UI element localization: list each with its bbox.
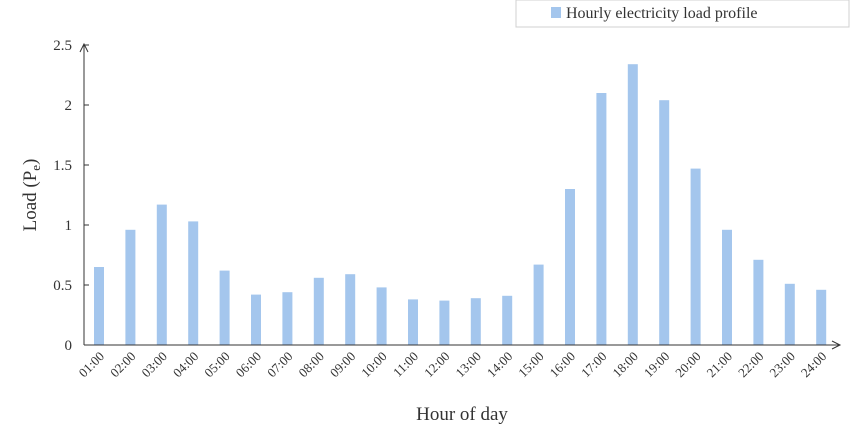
x-tick-label: 14:00 (484, 349, 516, 381)
x-tick-label: 09:00 (327, 349, 359, 381)
bar-16:00 (565, 189, 575, 345)
x-tick-label: 07:00 (264, 349, 296, 381)
bar-02:00 (125, 229, 136, 345)
x-tick-label: 11:00 (390, 349, 421, 380)
x-tick-label: 19:00 (641, 349, 673, 381)
bar-01:00 (94, 267, 104, 345)
x-tick-label: 17:00 (578, 349, 610, 381)
x-tick-label: 03:00 (138, 349, 170, 381)
bar-08:00 (313, 277, 324, 345)
x-tick-label: 02:00 (107, 349, 139, 381)
x-tick-label: 24:00 (798, 349, 830, 381)
x-tick-label: 13:00 (452, 349, 484, 381)
legend-swatch (551, 7, 561, 18)
y-axis-label: Load (Pe) (20, 159, 43, 232)
bar-17:00 (596, 93, 607, 345)
bar-09:00 (345, 274, 356, 345)
y-tick-label: 2 (65, 98, 73, 114)
x-tick-label: 08:00 (295, 349, 327, 381)
legend-box (515, 0, 850, 28)
bar-22:00 (753, 259, 764, 345)
legend: Hourly electricity load profile (515, 0, 850, 28)
bar-24:00 (816, 289, 827, 345)
bar-05:00 (219, 270, 230, 345)
bar-19:00 (659, 100, 670, 345)
legend-label: Hourly electricity load profile (566, 5, 757, 22)
x-axis-arrow (831, 340, 842, 350)
bar-11:00 (408, 299, 418, 345)
x-tick-label: 23:00 (766, 349, 798, 381)
bar-18:00 (627, 64, 638, 345)
x-tick-label: 05:00 (201, 349, 233, 381)
x-tick-label: 06:00 (233, 349, 265, 381)
x-tick-label: 15:00 (515, 349, 547, 381)
x-tick-label: 18:00 (609, 349, 641, 381)
x-axis-label: Hour of day (416, 404, 508, 425)
bar-21:00 (722, 229, 732, 345)
x-tick-label: 22:00 (735, 349, 767, 381)
bar-06:00 (251, 294, 261, 345)
x-tick-label: 16:00 (547, 349, 579, 381)
y-tick-label: 1.5 (53, 158, 72, 174)
bar-15:00 (533, 264, 544, 345)
bar-04:00 (188, 221, 199, 345)
bar-03:00 (156, 204, 167, 345)
bar-20:00 (690, 168, 701, 345)
x-tick-label: 04:00 (170, 349, 202, 381)
y-tick-label: 0.5 (53, 278, 72, 294)
y-axis-arrow (79, 42, 89, 53)
bar-13:00 (470, 298, 481, 345)
x-tick-label: 12:00 (421, 349, 453, 381)
y-tick-label: 1 (65, 218, 73, 234)
y-tick-label: 0 (65, 338, 73, 354)
x-tick-label: 10:00 (358, 349, 390, 381)
bar-23:00 (784, 283, 795, 345)
y-tick-label: 2.5 (53, 38, 72, 54)
bar-14:00 (502, 295, 513, 345)
bar-12:00 (439, 300, 450, 345)
x-tick-label: 01:00 (76, 349, 108, 381)
bar-10:00 (376, 287, 387, 345)
x-tick-label: 21:00 (704, 349, 736, 381)
x-tick-label: 20:00 (672, 349, 704, 381)
bar-07:00 (282, 292, 293, 345)
